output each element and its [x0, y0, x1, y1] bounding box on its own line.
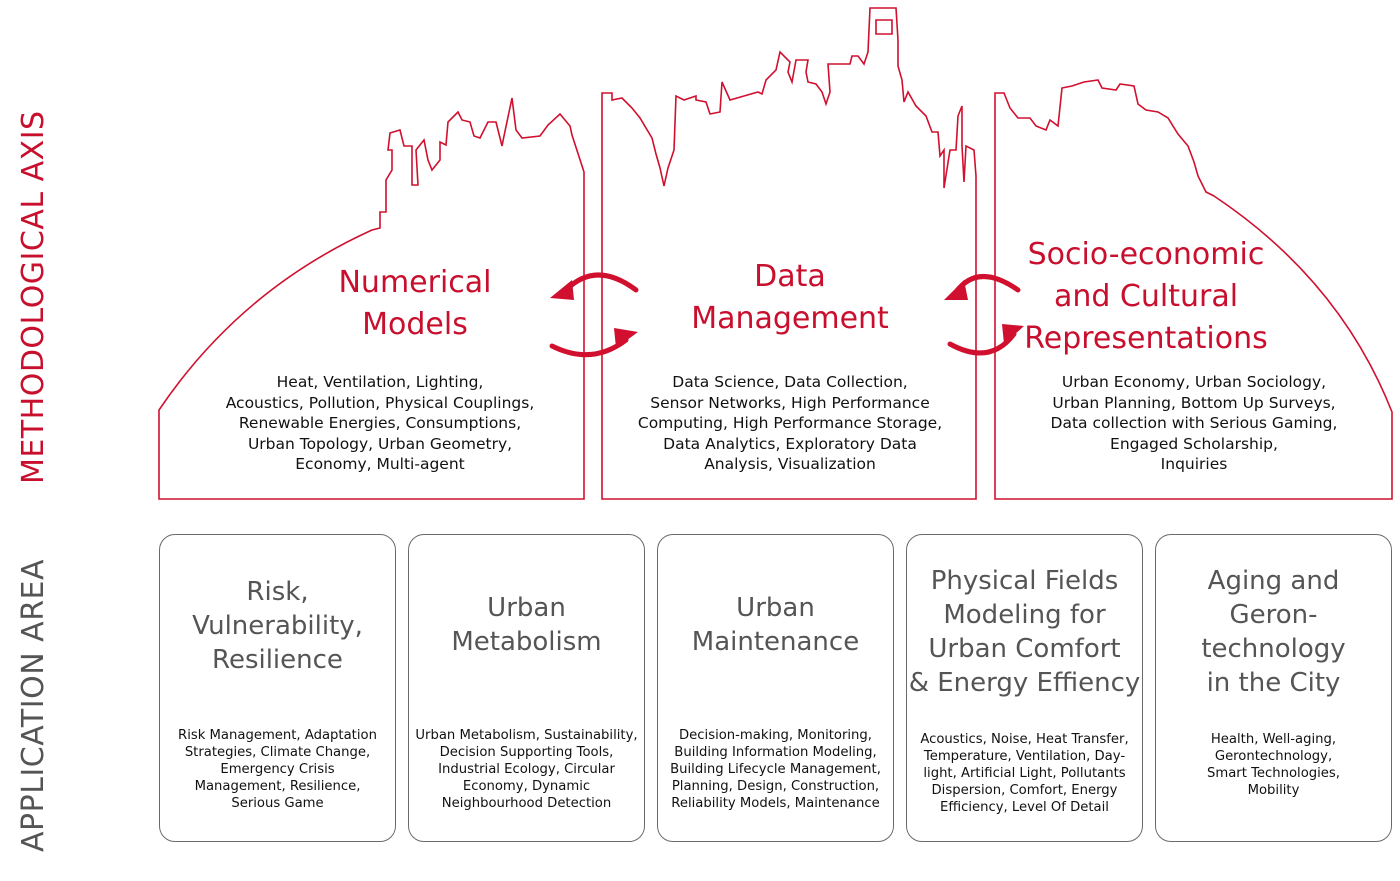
numerical-models-items: Heat, Ventilation, Lighting, Acoustics, …	[180, 372, 580, 475]
item-line: Strategies, Climate Change,	[184, 745, 371, 760]
app-box-risk: Risk, Vulnerability, Resilience Risk Man…	[159, 534, 396, 842]
item-line: Serious Game	[231, 796, 324, 811]
data-management-title: Data Management	[660, 256, 920, 340]
item-line: Dispersion, Comfort, Energy	[931, 783, 1118, 798]
title-line: technology	[1201, 634, 1346, 664]
item-line: Renewable Energies, Consumptions,	[238, 414, 522, 433]
title-line: Maintenance	[691, 627, 860, 657]
item-line: Acoustics, Pollution, Physical Couplings…	[225, 393, 535, 412]
title-line: Urban	[736, 593, 815, 623]
socio-economic-outline	[994, 79, 1393, 500]
title-line: Models	[362, 307, 468, 342]
title-line: in the City	[1206, 668, 1341, 698]
item-line: Risk Management, Adaptation	[178, 728, 377, 743]
item-line: Acoustics, Noise, Heat Transfer,	[920, 732, 1129, 747]
item-line: Efficiency, Level Of Detail	[940, 800, 1109, 815]
app-title: Urban Metabolism	[409, 591, 644, 659]
item-line: Neighbourhood Detection	[441, 796, 612, 811]
title-line: Urban Comfort	[928, 634, 1121, 664]
app-items: Decision-making, Monitoring, Building In…	[660, 727, 891, 812]
item-line: Decision-making, Monitoring,	[679, 728, 872, 743]
item-line: Sensor Networks, High Performance	[650, 393, 930, 412]
item-line: Urban Topology, Urban Geometry,	[247, 434, 513, 453]
arrow-right-bottom-2	[947, 331, 1017, 356]
app-items: Risk Management, Adaptation Strategies, …	[162, 727, 393, 812]
app-items: Health, Well-aging, Gerontechnology, Sma…	[1158, 731, 1389, 799]
item-line: Building Information Modeling,	[674, 745, 877, 760]
title-line: Modeling for	[943, 600, 1106, 630]
data-management-items: Data Science, Data Collection, Sensor Ne…	[605, 372, 975, 475]
item-line: Smart Technologies,	[1207, 766, 1340, 781]
socio-economic-items: Urban Economy, Urban Sociology, Urban Pl…	[998, 372, 1390, 475]
app-box-maintenance: Urban Maintenance Decision-making, Monit…	[657, 534, 894, 842]
title-line: & Energy Effiency	[908, 668, 1141, 698]
socio-economic-title: Socio-economic and Cultural Representati…	[1010, 234, 1282, 360]
item-line: Urban Economy, Urban Sociology,	[1061, 373, 1327, 391]
title-line: and Cultural	[1053, 279, 1239, 314]
title-line: Resilience	[212, 645, 343, 675]
arrowhead-right-2	[1002, 324, 1024, 344]
item-line: Building Lifecycle Management,	[670, 762, 881, 777]
item-line: Economy, Multi-agent	[295, 455, 465, 474]
item-line: Gerontechnology,	[1214, 749, 1333, 764]
arrow-left-top	[563, 272, 639, 293]
tower-window	[875, 19, 893, 35]
app-title: Physical Fields Modeling for Urban Comfo…	[907, 564, 1142, 700]
item-line: Industrial Ecology, Circular	[438, 762, 615, 777]
title-line: Socio-economic	[1027, 237, 1265, 272]
title-line: Management	[691, 301, 889, 336]
item-line: Temperature, Ventilation, Day-	[923, 749, 1126, 764]
arrow-right-bottom	[549, 337, 629, 358]
item-line: Mobility	[1247, 783, 1300, 798]
item-line: Data collection with Serious Gaming,	[1050, 414, 1338, 433]
app-items: Acoustics, Noise, Heat Transfer, Tempera…	[909, 731, 1140, 816]
arrowhead-left-1	[550, 280, 574, 300]
title-line: Data	[754, 259, 826, 294]
item-line: Engaged Scholarship,	[1110, 434, 1278, 453]
title-line: Physical Fields	[930, 566, 1119, 596]
title-line: Risk,	[246, 577, 309, 607]
app-title: Urban Maintenance	[658, 591, 893, 659]
item-line: Management, Resilience,	[194, 779, 361, 794]
app-items: Urban Metabolism, Sustainability, Decisi…	[411, 727, 642, 812]
numerical-models-title: Numerical Models	[300, 262, 530, 346]
item-line: Planning, Design, Construction,	[671, 779, 880, 794]
title-line: Metabolism	[451, 627, 602, 657]
arrowhead-left-2	[944, 280, 968, 300]
app-box-aging: Aging and Geron- technology in the City …	[1155, 534, 1392, 842]
item-line: Health, Well-aging,	[1210, 732, 1337, 747]
item-line: Urban Metabolism, Sustainability,	[415, 728, 638, 743]
title-line: Numerical	[338, 265, 492, 300]
item-line: Urban Planning, Bottom Up Surveys,	[1052, 393, 1336, 412]
item-line: Analysis, Visualization	[704, 455, 876, 474]
item-line: Economy, Dynamic	[462, 779, 591, 794]
item-line: Decision Supporting Tools,	[439, 745, 614, 760]
app-title: Risk, Vulnerability, Resilience	[160, 575, 395, 677]
app-box-physical-fields: Physical Fields Modeling for Urban Comfo…	[906, 534, 1143, 842]
title-line: Vulnerability,	[192, 611, 363, 641]
title-line: Representations	[1024, 321, 1268, 356]
item-line: Data Analytics, Exploratory Data	[663, 434, 917, 453]
title-line: Aging and	[1207, 566, 1340, 596]
item-line: Computing, High Performance Storage,	[637, 414, 943, 433]
title-line: Urban	[487, 593, 566, 623]
item-line: Emergency Crisis	[220, 762, 335, 777]
app-title: Aging and Geron- technology in the City	[1156, 564, 1391, 700]
item-line: Heat, Ventilation, Lighting,	[276, 373, 484, 391]
item-line: Reliability Models, Maintenance	[671, 796, 880, 811]
item-line: Data Science, Data Collection,	[672, 373, 908, 391]
app-box-metabolism: Urban Metabolism Urban Metabolism, Susta…	[408, 534, 645, 842]
title-line: Geron-	[1229, 600, 1318, 630]
item-line: Inquiries	[1160, 455, 1228, 474]
arrowhead-right-1	[614, 328, 638, 348]
item-line: light, Artificial Light, Pollutants	[923, 766, 1126, 781]
data-management-outline	[601, 7, 977, 500]
numerical-models-outline	[158, 97, 585, 500]
